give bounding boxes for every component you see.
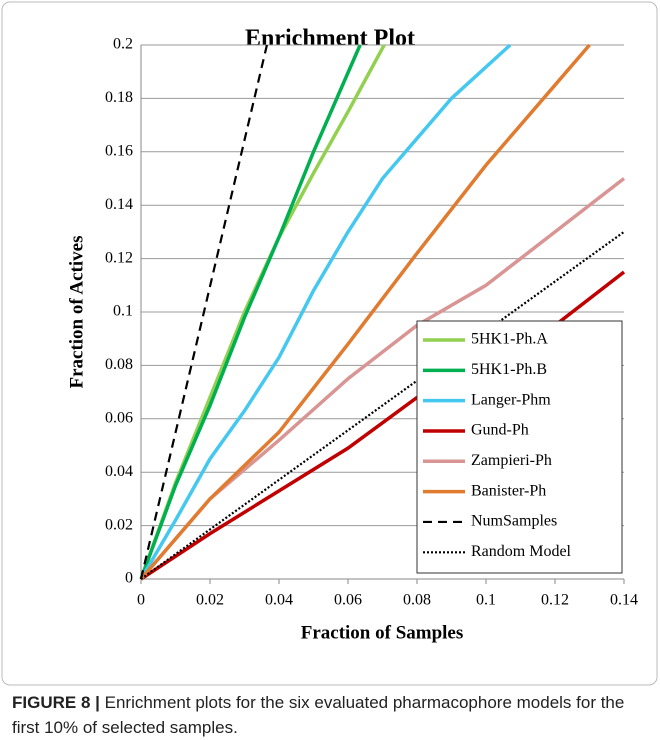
- legend-label: NumSamples: [471, 513, 557, 530]
- y-tick-label: 0.18: [105, 89, 133, 106]
- y-tick-label: 0.02: [105, 516, 133, 533]
- x-axis-label: Fraction of Samples: [301, 622, 464, 643]
- caption-text: Enrichment plots for the six evaluated p…: [12, 693, 625, 737]
- legend-label: Zampieri-Ph: [471, 452, 552, 469]
- legend-label: 5HK1-Ph.A: [471, 331, 548, 348]
- caption-label: FIGURE 8 |: [12, 693, 100, 712]
- x-tick-label: 0: [137, 592, 145, 609]
- y-tick-label: 0.16: [105, 142, 133, 159]
- caption: FIGURE 8 | Enrichment plots for the six …: [12, 690, 652, 740]
- series-line: [139, 43, 591, 581]
- y-tick-label: 0.14: [105, 196, 133, 213]
- x-tick-label: 0.1: [476, 592, 496, 609]
- legend-label: 5HK1-Ph.B: [471, 361, 547, 378]
- y-tick-label: 0.1: [113, 303, 133, 320]
- legend-label: Gund-Ph: [471, 422, 529, 439]
- y-tick-label: 0: [125, 570, 133, 587]
- legend-box: [416, 320, 623, 574]
- series-line: [139, 44, 268, 580]
- y-axis-label: Fraction of Actives: [66, 235, 87, 388]
- y-tick-label: 0.12: [105, 249, 133, 266]
- x-tick-label: 0.04: [265, 592, 293, 609]
- x-tick-label: 0.14: [610, 592, 638, 609]
- series-line: [139, 43, 512, 580]
- x-tick-label: 0.12: [541, 592, 569, 609]
- series-line: [140, 231, 625, 580]
- chart-title: Enrichment Plot: [245, 26, 415, 52]
- frame: [1, 1, 658, 686]
- x-tick-label: 0.06: [334, 592, 362, 609]
- x-tick-label: 0.08: [403, 592, 431, 609]
- series-line: [139, 44, 362, 580]
- y-tick-label: 0.2: [113, 36, 133, 53]
- chart: Enrichment Plot Fraction of Samples Frac…: [1, 1, 658, 686]
- legend-label: Langer-Phm: [471, 391, 551, 408]
- y-tick-label: 0.06: [105, 409, 133, 426]
- x-tick-label: 0.02: [196, 592, 224, 609]
- y-tick-label: 0.08: [105, 356, 133, 373]
- legend-label: Random Model: [471, 543, 572, 560]
- y-tick-label: 0.04: [105, 463, 133, 480]
- legend-label: Banister-Ph: [471, 482, 546, 499]
